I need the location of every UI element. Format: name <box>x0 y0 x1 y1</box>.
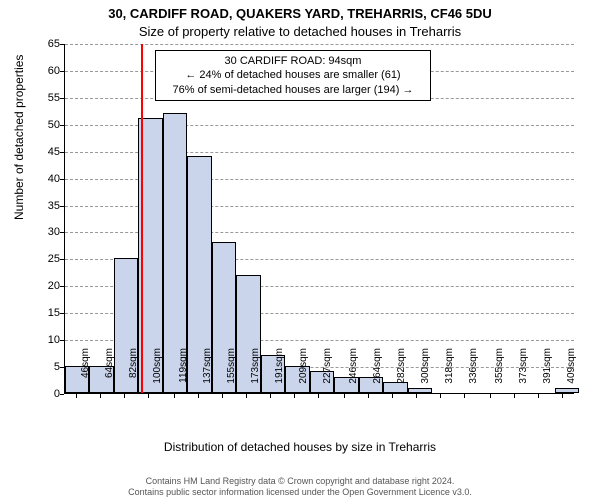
x-tick-label: 137sqm <box>202 348 213 398</box>
x-tick-mark <box>490 394 491 398</box>
y-tick-label: 25 <box>36 253 60 265</box>
x-axis-label: Distribution of detached houses by size … <box>0 440 600 454</box>
x-tick-mark <box>368 394 369 398</box>
y-axis-label: Number of detached properties <box>12 55 26 220</box>
x-tick-mark <box>318 394 319 398</box>
x-tick-mark <box>464 394 465 398</box>
x-tick-mark <box>440 394 441 398</box>
x-tick-mark <box>562 394 563 398</box>
y-tick-mark <box>60 98 64 99</box>
x-tick-label: 173sqm <box>250 348 261 398</box>
y-tick-label: 65 <box>36 38 60 50</box>
x-tick-label: 155sqm <box>226 348 237 398</box>
x-tick-label: 355sqm <box>494 348 505 398</box>
x-tick-label: 318sqm <box>444 348 455 398</box>
y-tick-mark <box>60 44 64 45</box>
chart-subtitle: Size of property relative to detached ho… <box>0 24 600 39</box>
y-tick-label: 55 <box>36 92 60 104</box>
y-tick-mark <box>60 232 64 233</box>
x-tick-mark <box>538 394 539 398</box>
x-tick-mark <box>148 394 149 398</box>
y-tick-label: 50 <box>36 119 60 131</box>
x-tick-label: 409sqm <box>566 348 577 398</box>
y-tick-mark <box>60 313 64 314</box>
y-tick-label: 30 <box>36 226 60 238</box>
annotation-box: 30 CARDIFF ROAD: 94sqm← 24% of detached … <box>155 50 431 101</box>
footer-line-2: Contains public sector information licen… <box>0 487 600 498</box>
x-tick-label: 119sqm <box>178 348 189 398</box>
y-tick-mark <box>60 367 64 368</box>
x-tick-mark <box>100 394 101 398</box>
annotation-line: 76% of semi-detached houses are larger (… <box>162 83 424 97</box>
y-tick-label: 10 <box>36 334 60 346</box>
x-tick-mark <box>270 394 271 398</box>
y-tick-label: 40 <box>36 173 60 185</box>
x-tick-mark <box>416 394 417 398</box>
x-tick-label: 64sqm <box>104 348 115 398</box>
footer-line-1: Contains HM Land Registry data © Crown c… <box>0 476 600 487</box>
annotation-line: 30 CARDIFF ROAD: 94sqm <box>162 54 424 68</box>
y-tick-mark <box>60 125 64 126</box>
x-tick-label: 46sqm <box>80 348 91 398</box>
y-tick-label: 20 <box>36 280 60 292</box>
chart-container: 30, CARDIFF ROAD, QUAKERS YARD, TREHARRI… <box>0 0 600 500</box>
x-tick-label: 300sqm <box>420 348 431 398</box>
y-tick-label: 45 <box>36 146 60 158</box>
x-tick-label: 264sqm <box>372 348 383 398</box>
y-tick-mark <box>60 259 64 260</box>
chart-title-address: 30, CARDIFF ROAD, QUAKERS YARD, TREHARRI… <box>0 6 600 21</box>
x-tick-mark <box>76 394 77 398</box>
y-tick-mark <box>60 340 64 341</box>
x-tick-label: 373sqm <box>518 348 529 398</box>
y-tick-label: 5 <box>36 361 60 373</box>
y-tick-label: 15 <box>36 307 60 319</box>
x-tick-label: 227sqm <box>322 348 333 398</box>
x-tick-label: 191sqm <box>274 348 285 398</box>
property-marker-line <box>141 44 143 393</box>
y-tick-mark <box>60 71 64 72</box>
x-tick-mark <box>392 394 393 398</box>
y-tick-mark <box>60 179 64 180</box>
x-tick-label: 209sqm <box>298 348 309 398</box>
x-tick-mark <box>294 394 295 398</box>
y-tick-label: 0 <box>36 388 60 400</box>
y-tick-label: 35 <box>36 200 60 212</box>
x-tick-label: 82sqm <box>128 348 139 398</box>
attribution-footer: Contains HM Land Registry data © Crown c… <box>0 476 600 498</box>
x-tick-label: 282sqm <box>396 348 407 398</box>
x-tick-mark <box>246 394 247 398</box>
plot-area: 30 CARDIFF ROAD: 94sqm← 24% of detached … <box>64 44 574 394</box>
x-tick-mark <box>174 394 175 398</box>
x-tick-mark <box>198 394 199 398</box>
x-tick-mark <box>344 394 345 398</box>
x-tick-mark <box>124 394 125 398</box>
y-tick-label: 60 <box>36 65 60 77</box>
x-tick-mark <box>514 394 515 398</box>
y-tick-mark <box>60 206 64 207</box>
x-tick-label: 391sqm <box>542 348 553 398</box>
x-tick-label: 100sqm <box>152 348 163 398</box>
annotation-line: ← 24% of detached houses are smaller (61… <box>162 68 424 82</box>
x-tick-mark <box>222 394 223 398</box>
x-tick-label: 336sqm <box>468 348 479 398</box>
y-tick-mark <box>60 394 64 395</box>
y-tick-mark <box>60 286 64 287</box>
x-tick-label: 246sqm <box>348 348 359 398</box>
y-tick-mark <box>60 152 64 153</box>
